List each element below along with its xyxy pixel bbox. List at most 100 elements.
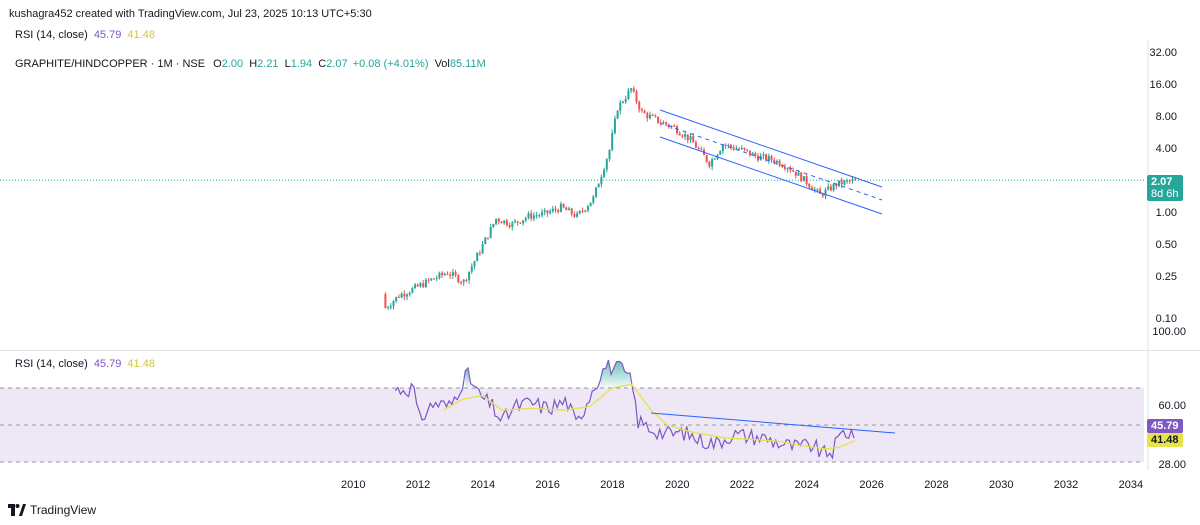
- candle-body: [505, 220, 508, 226]
- candle-body: [603, 169, 606, 177]
- candle-body: [495, 218, 498, 225]
- rsi-overbought-fill: [597, 359, 631, 388]
- candle-body: [400, 293, 403, 298]
- candle-body: [805, 176, 808, 184]
- time-axis-tick: 2016: [535, 479, 560, 491]
- candle-body: [651, 114, 654, 116]
- candle-body: [711, 159, 714, 167]
- rsi-axis-tick: 60.00: [1158, 399, 1186, 412]
- candle-body: [792, 170, 795, 172]
- candle-body: [819, 189, 822, 194]
- candle-body: [767, 156, 770, 161]
- candle-body: [397, 296, 400, 298]
- candle-body: [662, 122, 665, 124]
- rsi-legend[interactable]: RSI (14, close) 45.79 41.48: [15, 358, 155, 370]
- candle-body: [500, 221, 503, 224]
- candle-body: [854, 179, 857, 181]
- candle-body: [781, 165, 784, 168]
- candle-body: [721, 145, 724, 152]
- candle-body: [689, 136, 692, 141]
- candle-body: [597, 184, 600, 188]
- candle-body: [697, 147, 700, 149]
- candle-body: [786, 168, 789, 170]
- candle-body: [522, 220, 525, 224]
- pane-divider[interactable]: [0, 350, 1200, 351]
- rsi-legend-ma: 41.48: [127, 358, 155, 370]
- candle-body: [454, 272, 457, 276]
- candle-body: [775, 160, 778, 163]
- ohlc-low-label: L: [284, 58, 291, 70]
- candle-body: [638, 101, 641, 110]
- candle-body: [570, 208, 573, 215]
- candle-body: [824, 189, 827, 197]
- candle-body: [478, 252, 481, 254]
- rsi-axis-tick: 28.00: [1158, 458, 1186, 471]
- attribution-text: kushagra452 created with TradingView.com…: [9, 8, 372, 20]
- candle-body: [503, 220, 506, 224]
- tradingview-logo[interactable]: TradingView: [8, 503, 96, 517]
- last-price-value: 2.07: [1151, 176, 1173, 188]
- candle-body: [657, 116, 660, 123]
- price-axis-tick: 0.10: [1155, 313, 1177, 325]
- candle-body: [584, 210, 587, 212]
- candle-body: [530, 213, 533, 219]
- candle-body: [840, 180, 843, 185]
- symbol-legend[interactable]: GRAPHITE/HINDCOPPER · 1M · NSE O2.00 H2.…: [15, 58, 486, 70]
- candle-body: [465, 279, 468, 281]
- price-axis-tick: 0.25: [1155, 270, 1177, 283]
- candle-body: [438, 272, 441, 278]
- candle-body: [670, 125, 673, 127]
- top-rsi-legend[interactable]: RSI (14, close) 45.79 41.48: [15, 29, 155, 41]
- channel-median-line: [659, 122, 883, 201]
- rsi-trendline: [650, 412, 896, 434]
- candle-body: [443, 274, 446, 276]
- rsi-line: [394, 359, 855, 460]
- price-chart[interactable]: [0, 40, 1200, 350]
- candle-body: [538, 215, 541, 217]
- rsi-chart[interactable]: [0, 351, 1200, 471]
- time-axis-tick: 2026: [859, 479, 884, 491]
- candle-body: [635, 91, 638, 102]
- candle-body: [595, 187, 597, 197]
- candle-body: [784, 167, 786, 169]
- ohlc-close-label: C: [318, 58, 327, 70]
- price-axis-tick: 1.00: [1155, 206, 1177, 219]
- candle-body: [557, 209, 560, 212]
- candle-body: [481, 244, 484, 254]
- candle-body: [813, 189, 816, 191]
- ohlc-change: +0.08 (+4.01%): [352, 58, 429, 70]
- candle-body: [738, 148, 741, 150]
- candle-body: [524, 217, 527, 221]
- top-rsi-legend-ma: 41.48: [127, 29, 155, 41]
- price-axis-tick: 32.00: [1149, 47, 1177, 59]
- candle-body: [462, 279, 465, 283]
- ohlc-close: 2.07: [326, 58, 348, 70]
- candle-body: [829, 186, 832, 191]
- candle-body: [497, 218, 500, 222]
- top-rsi-legend-label: RSI (14, close): [15, 29, 88, 41]
- candle-body: [543, 210, 546, 213]
- candle-body: [549, 211, 552, 214]
- candle-body: [730, 144, 732, 148]
- candle-body: [516, 221, 519, 223]
- candle-body: [492, 224, 495, 227]
- candle-body: [484, 237, 487, 245]
- candle-body: [630, 88, 633, 91]
- candle-body: [757, 156, 759, 161]
- candle-body: [416, 284, 419, 287]
- candle-body: [389, 306, 392, 308]
- candle-body: [392, 301, 395, 307]
- candle-body: [708, 161, 711, 167]
- candle-body: [441, 272, 444, 275]
- candle-body: [851, 179, 854, 181]
- candle-body: [649, 114, 651, 119]
- top-rsi-legend-value: 45.79: [93, 29, 122, 41]
- candle-body: [433, 278, 435, 280]
- candle-body: [446, 274, 449, 276]
- time-axis-tick: 2030: [989, 479, 1014, 491]
- candle-body: [778, 160, 781, 166]
- candle-body: [600, 176, 603, 185]
- candle-body: [700, 148, 703, 150]
- candle-body: [748, 150, 751, 156]
- price-axis-tick: 8.00: [1155, 110, 1177, 123]
